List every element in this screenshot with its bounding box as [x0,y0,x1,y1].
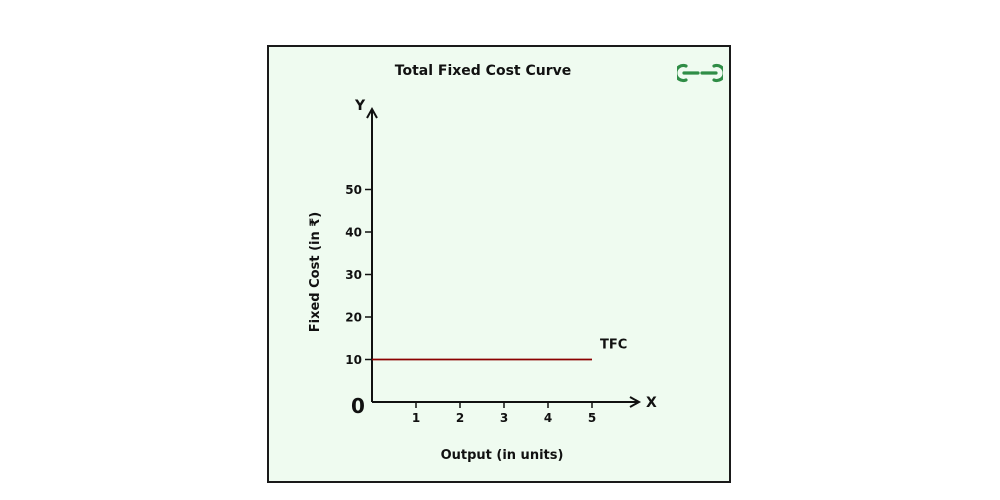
y-axis-letter: Y [354,98,366,114]
x-axis-arrow-icon [629,396,642,408]
series-label-tfc: TFC [600,338,627,353]
y-axis-label: Fixed Cost (in ₹) [308,212,323,333]
gfg-logo-icon [677,63,723,83]
y-tick-label: 30 [345,268,362,282]
y-tick-label: 20 [345,311,362,325]
y-tick-label: 10 [345,353,362,367]
x-tick-label: 2 [456,411,464,425]
y-tick-label: 50 [345,183,362,197]
chart-plot: Y X 0 10 20 30 40 50 1 2 3 4 5 Output (in units) Fixed… [308,98,657,463]
y-tick-label: 40 [345,226,362,240]
x-axis-label: Output (in units) [441,448,564,463]
x-tick-label: 4 [544,411,552,425]
origin-label: 0 [351,394,365,418]
x-tick-label: 3 [500,411,508,425]
x-axis-letter: X [646,395,657,411]
x-tick-label: 5 [588,411,596,425]
chart-frame: Total Fixed Cost Curve Y X 0 10 20 30 40 50 1 2 3 4… [267,45,731,483]
y-axis-arrow-icon [366,106,378,119]
chart-title: Total Fixed Cost Curve [394,63,572,79]
x-tick-label: 1 [412,411,420,425]
